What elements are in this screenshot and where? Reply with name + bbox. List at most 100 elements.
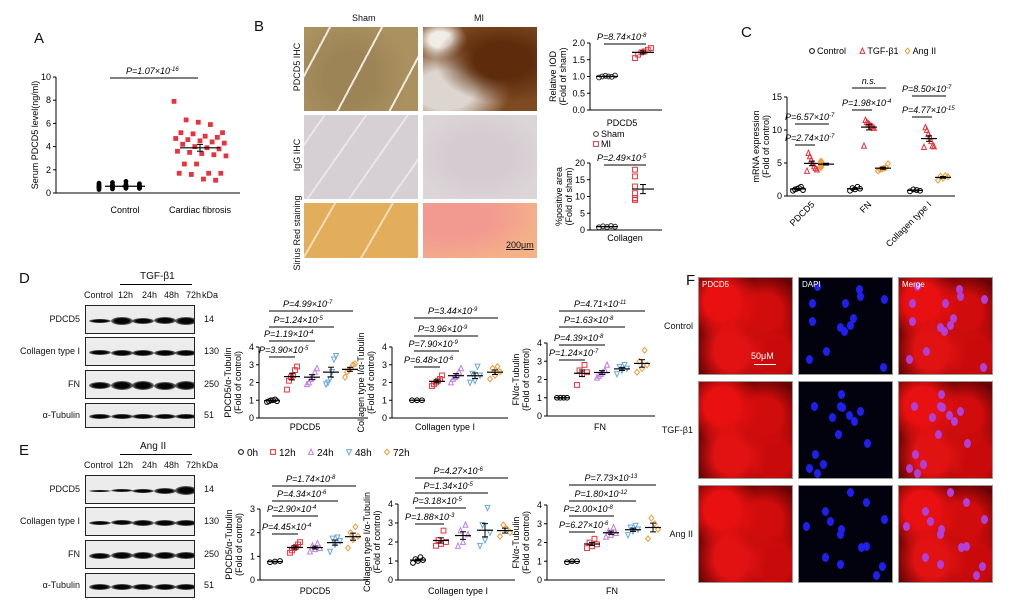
data-point bbox=[904, 47, 911, 55]
protein-band bbox=[153, 519, 176, 526]
protein-label: Collagen type I bbox=[19, 515, 80, 526]
data-point bbox=[383, 448, 391, 456]
y-axis-label: FN/α-Tubulin bbox=[511, 517, 521, 569]
y-tick-label: 4 bbox=[388, 499, 393, 509]
group-48h bbox=[466, 363, 484, 387]
col-label-mi: MI bbox=[474, 13, 484, 23]
p-value-label: P=8.50×10-7 bbox=[902, 84, 952, 94]
p-value-exponent: -12 bbox=[619, 490, 628, 496]
data-point bbox=[218, 170, 224, 176]
nucleus bbox=[826, 517, 834, 527]
channel-label: PDCD5 bbox=[702, 280, 730, 289]
data-point bbox=[471, 377, 479, 385]
nucleus bbox=[855, 284, 863, 294]
p-value-base: P=2.90×10 bbox=[267, 504, 311, 514]
y-axis-label: (Fold of sham) bbox=[558, 47, 568, 105]
p-value-base: P=1.19×10 bbox=[264, 329, 308, 339]
nucleus bbox=[864, 439, 872, 449]
data-point bbox=[496, 532, 504, 540]
lane-label: Control bbox=[84, 460, 114, 470]
blot-strip-fn bbox=[85, 370, 195, 399]
protein-band bbox=[110, 552, 133, 559]
group-24h bbox=[454, 520, 472, 549]
p-value-exponent: -5 bbox=[641, 154, 647, 160]
legend-label: 48h bbox=[355, 448, 372, 459]
y-tick-label: 10 bbox=[772, 125, 782, 135]
y-tick-label: 2 bbox=[46, 165, 51, 175]
p-value-base: P=3.44×10 bbox=[428, 306, 472, 316]
group-0h bbox=[409, 397, 425, 404]
protein-band bbox=[175, 486, 194, 495]
protein-band bbox=[110, 520, 133, 525]
nucleus bbox=[836, 529, 844, 539]
data-point bbox=[593, 131, 599, 137]
p-value-exponent: -9 bbox=[462, 325, 468, 331]
category-label: FN bbox=[858, 199, 874, 215]
y-tick-label: 0 bbox=[388, 575, 393, 585]
data-point bbox=[447, 378, 455, 386]
p-value-label: P=1.07×10-16 bbox=[126, 66, 179, 76]
panel-label-c: C bbox=[741, 24, 752, 41]
p-value-label: P=1.88×10-3 bbox=[405, 512, 455, 522]
group-ang-ii bbox=[817, 157, 834, 172]
nucleus bbox=[805, 463, 813, 473]
data-point bbox=[809, 48, 815, 54]
data-point bbox=[183, 117, 189, 123]
group-24h bbox=[303, 364, 321, 388]
data-point bbox=[195, 119, 201, 125]
nucleus bbox=[950, 417, 958, 427]
nucleus bbox=[981, 514, 989, 524]
data-point bbox=[284, 386, 290, 393]
data-point bbox=[345, 449, 353, 457]
scale-bar-200um: 200μm bbox=[506, 240, 534, 250]
treatment-bracket bbox=[120, 454, 192, 455]
p-value-exponent: -7 bbox=[829, 134, 835, 140]
group-control bbox=[96, 179, 145, 192]
p-value-base: P=3.96×10 bbox=[418, 324, 462, 334]
nucleus bbox=[841, 298, 849, 308]
group-12h bbox=[284, 363, 300, 393]
data-point bbox=[610, 523, 617, 531]
data-point bbox=[171, 98, 177, 104]
p-value-label: n.s. bbox=[862, 76, 877, 86]
kda-header: kDa bbox=[202, 290, 219, 300]
data-point bbox=[313, 364, 321, 372]
p-value-label: P=4.77×10-15 bbox=[902, 105, 955, 115]
data-point bbox=[486, 529, 494, 537]
category-label: Control bbox=[110, 205, 139, 215]
nucleus bbox=[921, 506, 929, 516]
p-value-exponent: -8 bbox=[598, 334, 604, 340]
nucleus bbox=[979, 363, 987, 373]
p-value-base: P=4.39×10 bbox=[554, 333, 598, 343]
nucleus bbox=[839, 402, 847, 412]
data-point bbox=[344, 544, 352, 552]
x-axis-label: PDCD5 bbox=[290, 422, 321, 432]
data-point bbox=[440, 527, 447, 534]
nucleus bbox=[935, 430, 943, 440]
group-0h bbox=[264, 396, 280, 405]
y-tick-label: 2.0 bbox=[572, 38, 585, 48]
p-value-label: P=1.19×10-4 bbox=[264, 329, 314, 339]
nucleus bbox=[957, 542, 965, 552]
data-point bbox=[613, 371, 621, 379]
row-label: Ang II bbox=[669, 529, 693, 539]
legend-label: 0h bbox=[247, 448, 258, 459]
y-axis-label: (Fold of sham) bbox=[564, 167, 574, 225]
y-tick-label: 5 bbox=[580, 208, 585, 218]
protein-band bbox=[132, 552, 154, 559]
group-12h bbox=[584, 535, 600, 552]
nucleus bbox=[837, 389, 845, 399]
protein-band bbox=[132, 414, 154, 419]
nucleus bbox=[862, 497, 870, 507]
data-point bbox=[330, 356, 338, 364]
data-point bbox=[479, 522, 486, 530]
p-value-base: P=2.49×10 bbox=[597, 153, 641, 163]
y-tick-label: 4 bbox=[46, 142, 51, 152]
protein-label: Collagen type I bbox=[19, 345, 80, 356]
panel-label-b: B bbox=[254, 18, 265, 35]
p-value-exponent: -3 bbox=[449, 513, 455, 519]
nucleus bbox=[803, 522, 811, 532]
y-tick-label: 2 bbox=[537, 538, 542, 548]
time-legend: 0h 12h 24h 48h 72h bbox=[238, 447, 410, 459]
p-value-label: P=2.90×10-4 bbox=[267, 504, 317, 514]
